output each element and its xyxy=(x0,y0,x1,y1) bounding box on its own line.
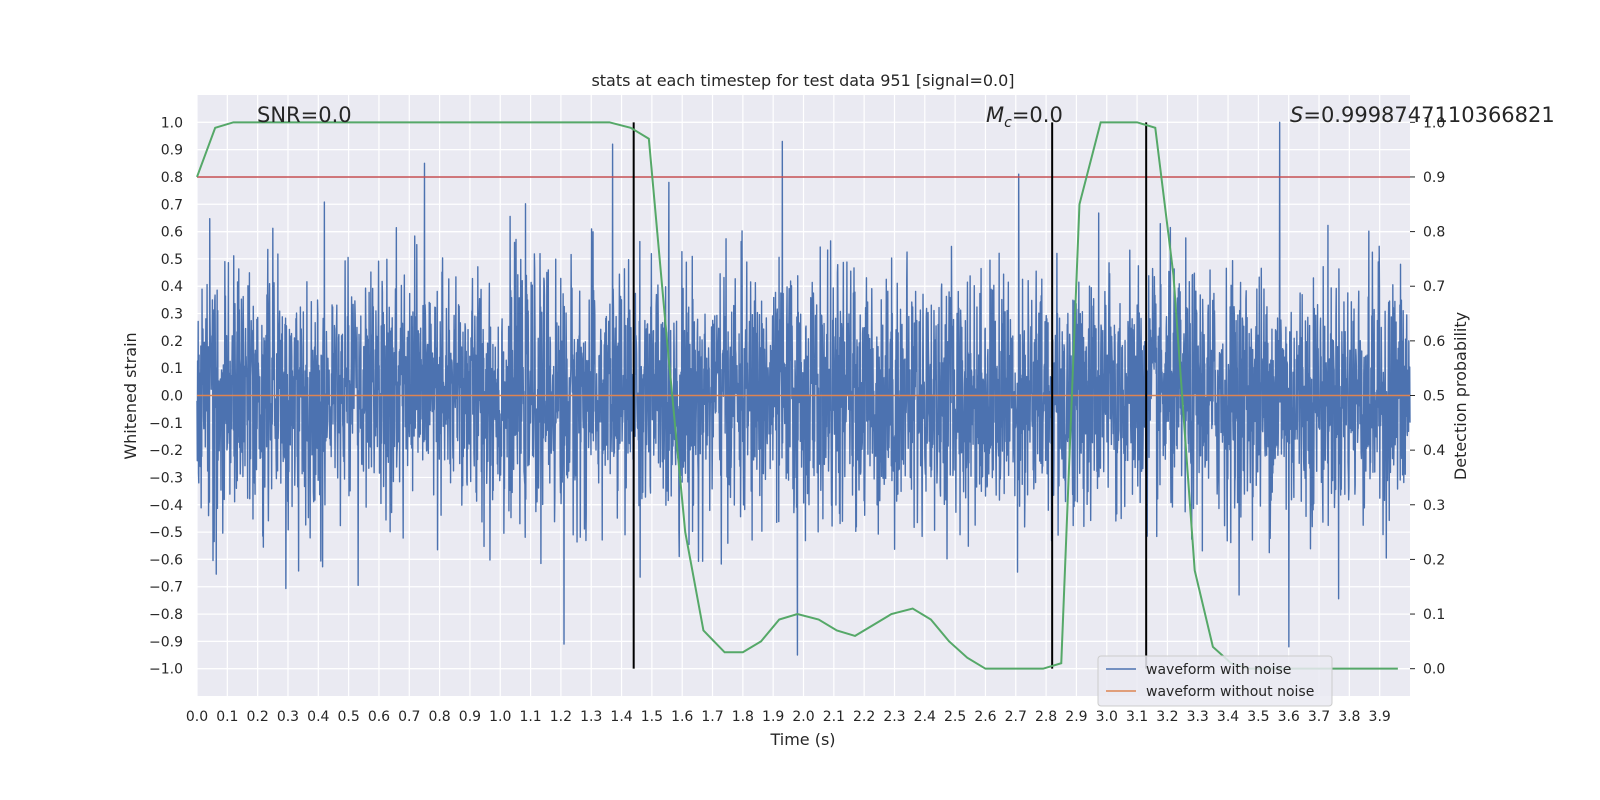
y-tick-label: 0.2 xyxy=(161,334,183,350)
marker-lines xyxy=(632,122,1148,669)
s-value: =0.9998747110366821 xyxy=(1303,103,1554,127)
waveform-with-noise-path xyxy=(196,121,1411,656)
y-tick-label: 0.0 xyxy=(161,389,183,405)
x-tick-label: 3.3 xyxy=(1187,709,1209,725)
x-tick-label: 1.2 xyxy=(550,709,572,725)
s-annotation: S=0.9998747110366821 xyxy=(1290,103,1555,127)
x-tick-label: 1.0 xyxy=(489,709,511,725)
y2-tick-labels: 1.0 0.9 0.8 0.7 0.6 0.5 0.4 0.3 0.2 0.1 0.0 xyxy=(1410,115,1445,678)
chart-title: stats at each timestep for test data 951… xyxy=(591,71,1014,90)
x-tick-label: 2.1 xyxy=(823,709,845,725)
x-tick-label: 2.2 xyxy=(853,709,875,725)
x-tick-label: 3.8 xyxy=(1338,709,1360,725)
x-tick-label: 2.8 xyxy=(1035,709,1057,725)
y-tick-label: −0.4 xyxy=(149,498,183,514)
legend-label-noise: waveform with noise xyxy=(1146,662,1291,678)
x-tick-label: 0.1 xyxy=(216,709,238,725)
x-tick-label: 3.7 xyxy=(1308,709,1330,725)
y-tick-label: 0.4 xyxy=(161,279,183,295)
y-tick-label: 1.0 xyxy=(161,115,183,131)
x-tick-label: 2.5 xyxy=(944,709,966,725)
x-tick-label: 3.9 xyxy=(1369,709,1391,725)
x-tick-label: 0.7 xyxy=(398,709,420,725)
y-tick-label: 0.3 xyxy=(161,307,183,323)
x-tick-label: 0.0 xyxy=(186,709,208,725)
snr-annotation: SNR=0.0 xyxy=(257,103,352,127)
x-tick-label: 2.6 xyxy=(974,709,996,725)
y-tick-label: −0.3 xyxy=(149,470,183,486)
x-tick-label: 2.3 xyxy=(883,709,905,725)
x-axis-label: Time (s) xyxy=(769,730,835,749)
y2-tick-label: 0.8 xyxy=(1423,225,1445,241)
y2-tick-label: 0.0 xyxy=(1423,662,1445,678)
x-tick-label: 3.6 xyxy=(1278,709,1300,725)
y-tick-label: 0.6 xyxy=(161,225,183,241)
x-tick-label: 2.4 xyxy=(914,709,936,725)
x-tick-label: 3.5 xyxy=(1247,709,1269,725)
y-tick-label: −0.7 xyxy=(149,580,183,596)
y-tick-label: 0.8 xyxy=(161,170,183,186)
x-tick-label: 3.4 xyxy=(1217,709,1239,725)
y-tick-label: −0.2 xyxy=(149,443,183,459)
y2-tick-label: 0.3 xyxy=(1423,498,1445,514)
x-tick-label: 2.7 xyxy=(1005,709,1027,725)
x-tick-label: 0.8 xyxy=(428,709,450,725)
y2-axis-label: Detection probability xyxy=(1451,312,1470,480)
x-tick-label: 3.1 xyxy=(1126,709,1148,725)
x-tick-label: 1.6 xyxy=(671,709,693,725)
y-tick-label: 0.9 xyxy=(161,143,183,159)
mc-subscript: c xyxy=(1004,115,1012,131)
y-tick-label: 0.7 xyxy=(161,197,183,213)
y-tick-label: −0.1 xyxy=(149,416,183,432)
x-tick-label: 0.6 xyxy=(368,709,390,725)
waveform-with-noise-series xyxy=(196,121,1411,656)
s-symbol: S xyxy=(1290,103,1303,127)
y-tick-label: 0.5 xyxy=(161,252,183,268)
y-tick-label: −0.6 xyxy=(149,552,183,568)
chirp-mass-annotation: Mc=0.0 xyxy=(986,103,1063,131)
y-tick-label: −1.0 xyxy=(149,662,183,678)
x-tick-label: 3.2 xyxy=(1156,709,1178,725)
y2-tick-label: 0.2 xyxy=(1423,552,1445,568)
y-axis-label: Whitened strain xyxy=(121,332,140,459)
y-tick-label: 0.1 xyxy=(161,361,183,377)
legend: waveform with noise waveform without noi… xyxy=(1097,655,1333,707)
x-tick-labels: 0.0 0.1 0.2 0.3 0.4 0.5 0.6 0.7 0.8 0.9 1.0 1.1 1.2 1… xyxy=(186,709,1391,725)
x-tick-label: 1.5 xyxy=(641,709,663,725)
x-tick-label: 1.4 xyxy=(610,709,632,725)
y2-tick-label: 0.7 xyxy=(1423,279,1445,295)
y2-tick-label: 0.9 xyxy=(1423,170,1445,186)
y2-tick-label: 0.5 xyxy=(1423,389,1445,405)
y-tick-label: −0.8 xyxy=(149,607,183,623)
y-tick-labels: 1.0 0.9 0.8 0.7 0.6 0.5 0.4 0.3 0.2 0.1 0.0 −0.1 −0.… xyxy=(149,115,183,677)
x-tick-label: 0.3 xyxy=(277,709,299,725)
y-tick-label: −0.5 xyxy=(149,525,183,541)
x-tick-label: 1.8 xyxy=(732,709,754,725)
x-tick-label: 0.5 xyxy=(337,709,359,725)
y-tick-label: −0.9 xyxy=(149,634,183,650)
x-tick-label: 1.1 xyxy=(519,709,541,725)
mc-symbol: M xyxy=(986,103,1004,127)
x-tick-label: 3.0 xyxy=(1096,709,1118,725)
x-tick-label: 2.0 xyxy=(792,709,814,725)
x-tick-label: 1.9 xyxy=(762,709,784,725)
detection-probability-line xyxy=(196,121,1398,670)
x-tick-label: 0.9 xyxy=(459,709,481,725)
x-tick-label: 1.7 xyxy=(701,709,723,725)
legend-box xyxy=(1097,655,1333,707)
y2-tick-label: 0.4 xyxy=(1423,443,1445,459)
x-tick-label: 0.2 xyxy=(247,709,269,725)
y2-tick-label: 1.0 xyxy=(1423,115,1445,131)
y2-tick-label: 0.1 xyxy=(1423,607,1445,623)
legend-label-clean: waveform without noise xyxy=(1146,684,1314,700)
x-tick-label: 2.9 xyxy=(1065,709,1087,725)
mc-value: =0.0 xyxy=(1012,103,1063,127)
x-tick-label: 0.4 xyxy=(307,709,329,725)
y2-tick-label: 0.6 xyxy=(1423,334,1445,350)
x-tick-label: 1.3 xyxy=(580,709,602,725)
